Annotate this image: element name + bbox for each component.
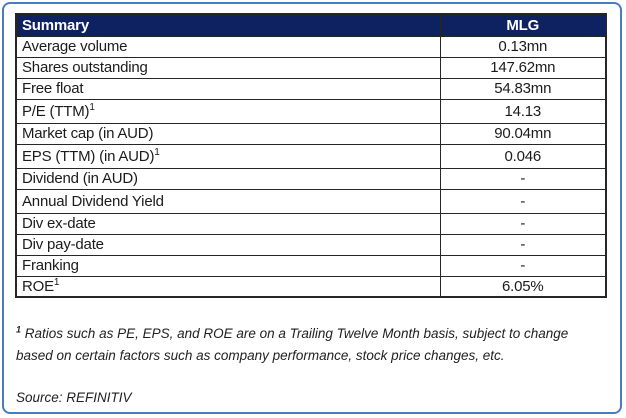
summary-table-body: Average volume 0.13mn Shares outstanding 14…: [15, 35, 607, 298]
summary-header: Summary: [15, 13, 441, 37]
row-value: -: [439, 188, 607, 214]
table-header-row: Summary MLG: [15, 13, 607, 37]
row-value: 0.13mn: [439, 35, 607, 58]
source-note: Source: REFINITIV: [16, 390, 132, 406]
row-label: Div ex-date: [15, 212, 441, 235]
table-row: Average volume 0.13mn: [15, 35, 607, 58]
row-value: 147.62mn: [439, 56, 607, 79]
row-label: Franking: [15, 254, 441, 277]
row-value: -: [439, 167, 607, 190]
footnote: 1 Ratios such as PE, EPS, and ROE are on…: [16, 323, 604, 366]
row-label: Div pay-date: [15, 233, 441, 256]
row-value: 0.046: [439, 143, 607, 169]
table-row: Div pay-date -: [15, 233, 607, 256]
row-value: 54.83mn: [439, 77, 607, 100]
row-label: Annual Dividend Yield: [15, 188, 441, 214]
table-row: Market cap (in AUD) 90.04mn: [15, 122, 607, 145]
row-label: Free float: [15, 77, 441, 100]
row-label: Dividend (in AUD): [15, 167, 441, 190]
label-superscript: 1: [154, 146, 160, 158]
row-value: -: [439, 212, 607, 235]
table-row: ROE1 6.05%: [15, 275, 607, 298]
row-label: EPS (TTM) (in AUD)1: [15, 143, 441, 169]
row-label: ROE1: [15, 275, 441, 298]
table-row: Annual Dividend Yield -: [15, 188, 607, 214]
table-row: Shares outstanding 147.62mn: [15, 56, 607, 79]
footnote-superscript: 1: [16, 324, 22, 335]
row-label: Average volume: [15, 35, 441, 58]
ticker-header: MLG: [439, 13, 607, 37]
row-value: -: [439, 233, 607, 256]
table-row: EPS (TTM) (in AUD)1 0.046: [15, 143, 607, 169]
footnote-text: Ratios such as PE, EPS, and ROE are on a…: [16, 326, 569, 363]
label-superscript: 1: [53, 276, 60, 288]
table-row: P/E (TTM)1 14.13: [15, 98, 607, 124]
row-label: Market cap (in AUD): [15, 122, 441, 145]
row-label: Shares outstanding: [15, 56, 441, 79]
table-row: Dividend (in AUD) -: [15, 167, 607, 190]
summary-table: Summary MLG Average volume 0.13mn Shares o…: [15, 13, 607, 298]
table-row: Franking -: [15, 254, 607, 277]
row-value: -: [439, 254, 607, 277]
table-row: Div ex-date -: [15, 212, 607, 235]
row-value: 6.05%: [439, 275, 607, 298]
row-value: 14.13: [439, 98, 607, 124]
report-card: Summary MLG Average volume 0.13mn Shares o…: [2, 2, 622, 414]
label-superscript: 1: [89, 101, 95, 113]
table-row: Free float 54.83mn: [15, 77, 607, 100]
row-label: P/E (TTM)1: [15, 98, 441, 124]
row-value: 90.04mn: [439, 122, 607, 145]
